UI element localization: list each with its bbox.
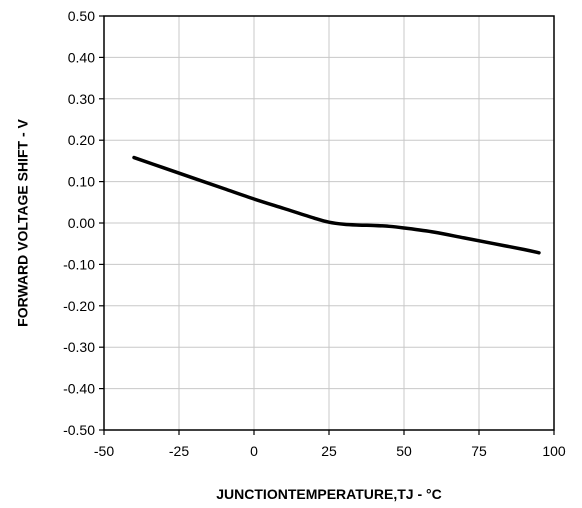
series-layer [132,155,541,255]
x-tick-label: 25 [321,443,337,459]
y-tick-label: -0.20 [63,298,95,314]
y-tick-label: 0.10 [68,174,95,190]
x-axis-tick-labels: -50 -25 0 25 50 75 100 [94,443,566,459]
y-tick-label: 0.30 [68,91,95,107]
x-tick-label: -25 [169,443,189,459]
y-tick-label: -0.10 [63,256,95,272]
x-tick-label: 50 [396,443,412,459]
y-tick-label: 0.40 [68,49,95,65]
y-tick-label: -0.40 [63,381,95,397]
y-tick-label: -0.30 [63,339,95,355]
y-tick-label: -0.50 [63,422,95,438]
x-tick-label: 100 [542,443,566,459]
y-axis-title: FORWARD VOLTAGE SHIFT - V [15,119,31,327]
y-tick-label: 0.20 [68,132,95,148]
y-tick-label: 0.00 [68,215,95,231]
tick-marks [99,15,555,435]
x-tick-label: 0 [250,443,258,459]
y-axis-tick-labels: 0.50 0.40 0.30 0.20 0.10 0.00 -0.10 -0.20 -0.30 -… [63,8,95,438]
series-line-0 [132,155,541,255]
x-tick-label: -50 [94,443,114,459]
x-tick-label: 75 [471,443,487,459]
x-axis-title: JUNCTIONTEMPERATURE,TJ - °C [216,486,441,502]
y-tick-label: 0.50 [68,8,95,24]
